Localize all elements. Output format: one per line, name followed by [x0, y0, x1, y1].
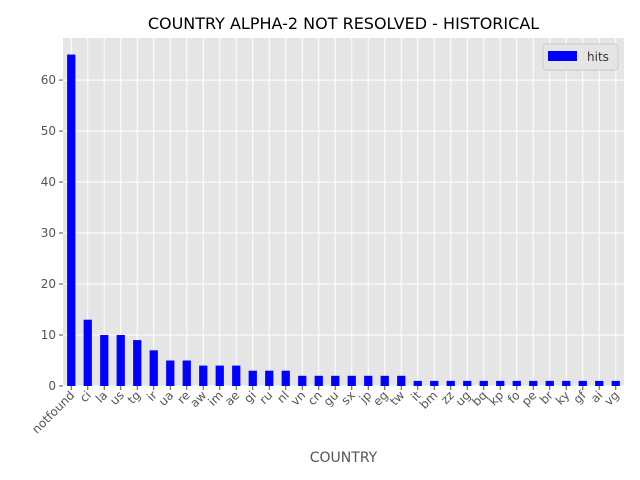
chart-title: COUNTRY ALPHA-2 NOT RESOLVED - HISTORICA… [148, 14, 539, 33]
y-tick-label: 60 [41, 73, 56, 87]
bar-ru [265, 370, 274, 386]
bar-kp [496, 380, 505, 386]
bar-tw [397, 375, 406, 386]
bar-bm [430, 380, 439, 386]
bar-ir [149, 350, 158, 386]
y-tick-label: 30 [41, 226, 56, 240]
bar-br [545, 380, 554, 386]
bar-re [182, 360, 191, 386]
bar-gu [331, 375, 340, 386]
legend-label: hits [587, 50, 609, 64]
plot-area [63, 38, 624, 386]
bar-ai [595, 380, 604, 386]
bar-la [100, 335, 109, 386]
bar-fo [512, 380, 521, 386]
y-tick-label: 0 [48, 379, 56, 393]
bar-series [67, 54, 620, 386]
bar-ug [463, 380, 472, 386]
bar-eg [380, 375, 389, 386]
bar-im [215, 365, 224, 386]
bar-gf [578, 380, 587, 386]
bar-nl [281, 370, 290, 386]
y-tick-label: 40 [41, 175, 56, 189]
bar-ua [166, 360, 175, 386]
y-tick-label: 50 [41, 124, 56, 138]
bar-cn [314, 375, 323, 386]
bar-ae [232, 365, 241, 386]
bar-bq [479, 380, 488, 386]
bar-sx [347, 375, 356, 386]
bar-tg [133, 340, 142, 386]
legend-box [542, 43, 619, 71]
bar-notfound [67, 54, 76, 386]
y-tick-label: 10 [41, 328, 56, 342]
bar-ci [83, 319, 92, 386]
bar-pe [529, 380, 538, 386]
legend-swatch [548, 51, 577, 61]
bar-vn [298, 375, 307, 386]
bar-vg [611, 380, 620, 386]
x-axis-label: COUNTRY [310, 450, 378, 466]
bar-zz [446, 380, 455, 386]
legend: hits [542, 43, 619, 71]
bar-jp [364, 375, 373, 386]
bar-us [116, 335, 125, 386]
bar-aw [199, 365, 208, 386]
bar-it [413, 380, 422, 386]
x-gridlines [70, 38, 617, 386]
y-axis: 0 10 20 30 40 50 60 [41, 73, 63, 393]
y-tick-label: 20 [41, 277, 56, 291]
bar-ky [562, 380, 571, 386]
bar-gi [248, 370, 257, 386]
